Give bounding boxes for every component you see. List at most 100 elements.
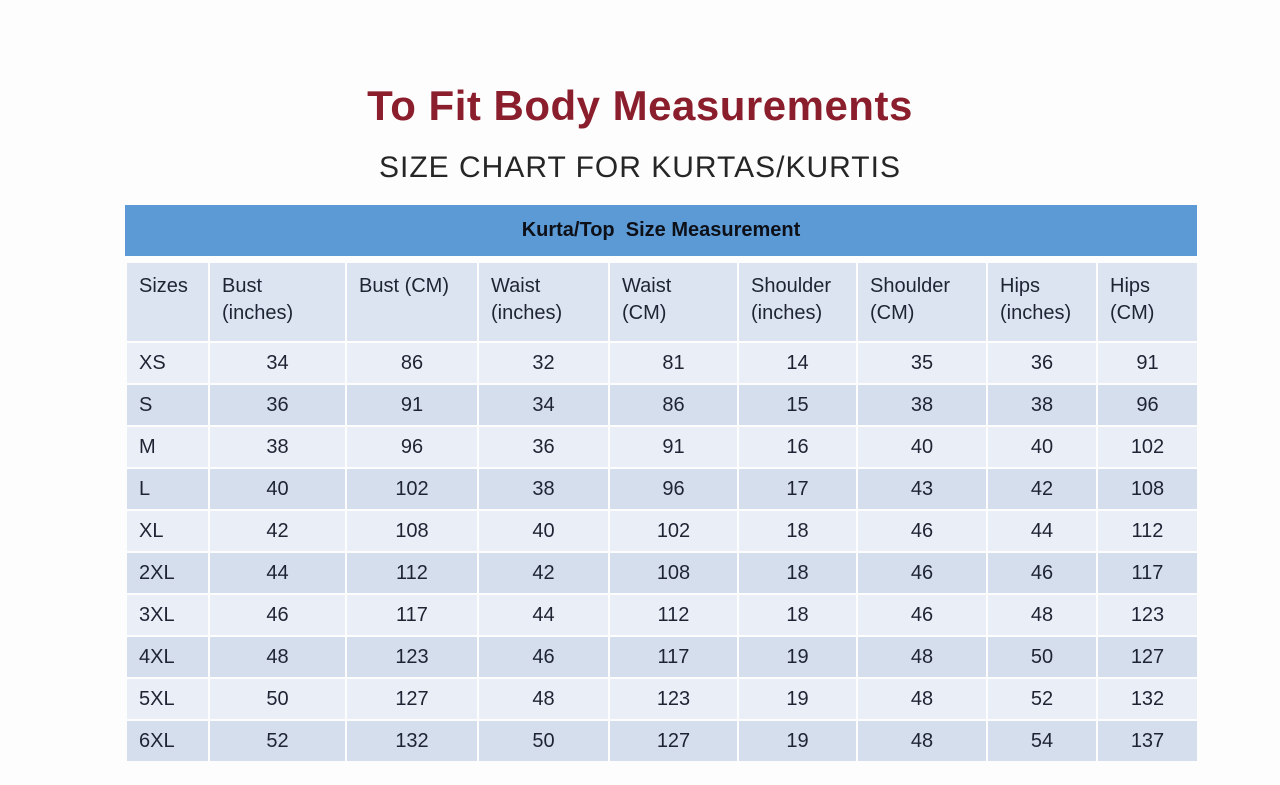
measurement-value: 40	[986, 425, 1098, 469]
measurement-value: 46	[856, 509, 988, 553]
measurement-value: 46	[856, 551, 988, 595]
measurement-value: 96	[1096, 383, 1199, 427]
table-row: 4XL 48 123 46 117 19 48 50 127	[125, 635, 1199, 679]
table-row: S 36 91 34 86 15 38 38 96	[125, 383, 1199, 427]
column-header: Waist (inches)	[477, 261, 610, 343]
measurement-value: 16	[737, 425, 858, 469]
measurement-value: 96	[608, 467, 739, 511]
measurement-value: 36	[477, 425, 610, 469]
measurement-value: 19	[737, 677, 858, 721]
measurement-value: 48	[208, 635, 347, 679]
measurement-value: 123	[608, 677, 739, 721]
table-row: XS 34 86 32 81 14 35 36 91	[125, 341, 1199, 385]
measurement-value: 36	[986, 341, 1098, 385]
measurement-value: 38	[856, 383, 988, 427]
measurement-value: 42	[477, 551, 610, 595]
measurement-value: 17	[737, 467, 858, 511]
measurement-value: 14	[737, 341, 858, 385]
column-header: Shoulder (inches)	[737, 261, 858, 343]
measurement-value: 44	[208, 551, 347, 595]
measurement-value: 34	[477, 383, 610, 427]
measurement-value: 43	[856, 467, 988, 511]
measurement-value: 40	[856, 425, 988, 469]
measurement-value: 50	[208, 677, 347, 721]
measurement-value: 127	[608, 719, 739, 763]
size-label: M	[125, 425, 210, 469]
table-body: XS 34 86 32 81 14 35 36 91 S 36 91 34 86 15 38 38 96 M 38 96…	[125, 341, 1199, 763]
column-header: Bust (CM)	[345, 261, 479, 343]
measurement-value: 46	[986, 551, 1098, 595]
measurement-value: 117	[1096, 551, 1199, 595]
measurement-value: 123	[1096, 593, 1199, 637]
measurement-value: 46	[856, 593, 988, 637]
measurement-value: 52	[208, 719, 347, 763]
measurement-value: 102	[1096, 425, 1199, 469]
table-row: 3XL 46 117 44 112 18 46 48 123	[125, 593, 1199, 637]
measurement-value: 86	[345, 341, 479, 385]
size-label: 2XL	[125, 551, 210, 595]
measurement-value: 19	[737, 719, 858, 763]
size-label: L	[125, 467, 210, 511]
size-label: 4XL	[125, 635, 210, 679]
measurement-value: 48	[856, 635, 988, 679]
table-row: 5XL 50 127 48 123 19 48 52 132	[125, 677, 1199, 721]
measurement-value: 48	[477, 677, 610, 721]
measurement-value: 15	[737, 383, 858, 427]
measurement-value: 117	[345, 593, 479, 637]
measurement-value: 42	[986, 467, 1098, 511]
size-chart-table: Sizes Bust (inches) Bust (CM) Waist (inches…	[125, 261, 1199, 763]
measurement-value: 117	[608, 635, 739, 679]
column-header: Shoulder (CM)	[856, 261, 988, 343]
measurement-value: 123	[345, 635, 479, 679]
measurement-value: 38	[208, 425, 347, 469]
measurement-value: 40	[477, 509, 610, 553]
measurement-value: 42	[208, 509, 347, 553]
table-row: 6XL 52 132 50 127 19 48 54 137	[125, 719, 1199, 763]
measurement-value: 132	[345, 719, 479, 763]
measurement-value: 50	[986, 635, 1098, 679]
measurement-value: 54	[986, 719, 1098, 763]
measurement-value: 32	[477, 341, 610, 385]
measurement-value: 48	[856, 677, 988, 721]
size-chart-table-wrap: Kurta/Top Size Measurement Sizes Bust (in…	[125, 205, 1199, 763]
measurement-value: 18	[737, 593, 858, 637]
measurement-value: 48	[856, 719, 988, 763]
measurement-value: 91	[608, 425, 739, 469]
table-row: 2XL 44 112 42 108 18 46 46 117	[125, 551, 1199, 595]
measurement-value: 81	[608, 341, 739, 385]
measurement-value: 91	[345, 383, 479, 427]
measurement-value: 19	[737, 635, 858, 679]
measurement-value: 50	[477, 719, 610, 763]
table-row: L 40 102 38 96 17 43 42 108	[125, 467, 1199, 511]
size-label: 3XL	[125, 593, 210, 637]
measurement-value: 112	[1096, 509, 1199, 553]
measurement-value: 112	[345, 551, 479, 595]
measurement-value: 38	[477, 467, 610, 511]
header-row: Sizes Bust (inches) Bust (CM) Waist (inches…	[125, 261, 1199, 343]
measurement-value: 102	[345, 467, 479, 511]
measurement-value: 108	[608, 551, 739, 595]
measurement-value: 46	[477, 635, 610, 679]
measurement-value: 38	[986, 383, 1098, 427]
column-header: Hips (inches)	[986, 261, 1098, 343]
measurement-value: 112	[608, 593, 739, 637]
column-header: Bust (inches)	[208, 261, 347, 343]
measurement-value: 48	[986, 593, 1098, 637]
size-label: 5XL	[125, 677, 210, 721]
measurement-value: 137	[1096, 719, 1199, 763]
measurement-value: 127	[1096, 635, 1199, 679]
table-row: XL 42 108 40 102 18 46 44 112	[125, 509, 1199, 553]
measurement-value: 44	[986, 509, 1098, 553]
measurement-value: 91	[1096, 341, 1199, 385]
page-subtitle: SIZE CHART FOR KURTAS/KURTIS	[379, 151, 901, 184]
measurement-value: 34	[208, 341, 347, 385]
size-label: XL	[125, 509, 210, 553]
measurement-value: 44	[477, 593, 610, 637]
column-header: Hips (CM)	[1096, 261, 1199, 343]
size-label: XS	[125, 341, 210, 385]
measurement-value: 108	[1096, 467, 1199, 511]
page-title: To Fit Body Measurements	[367, 82, 913, 129]
measurement-value: 40	[208, 467, 347, 511]
measurement-value: 18	[737, 551, 858, 595]
